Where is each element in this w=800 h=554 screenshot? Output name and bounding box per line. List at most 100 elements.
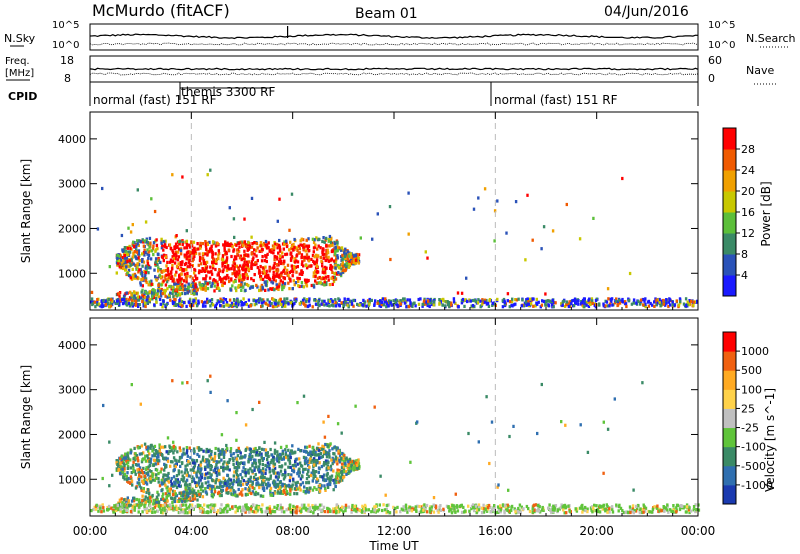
- scatter-cell: [184, 503, 188, 507]
- scatter-cell: [202, 259, 205, 263]
- scatter-cell: [137, 446, 140, 450]
- scatter-cell: [694, 510, 697, 514]
- scatter-cell: [241, 488, 244, 492]
- scatter-cell: [240, 301, 243, 305]
- scatter-cell: [210, 249, 213, 253]
- scatter-cell: [253, 510, 256, 514]
- scatter-cell: [119, 258, 123, 262]
- scatter-cell: [334, 277, 338, 281]
- scatter-cell: [327, 482, 330, 486]
- scatter-cell: [277, 287, 280, 291]
- scatter-cell: [168, 444, 171, 448]
- scatter-cell: [644, 506, 648, 510]
- scatter-cell: [249, 479, 252, 483]
- scatter-cell: [241, 493, 244, 497]
- scatter-cell: [324, 488, 327, 492]
- scatter-cell: [524, 258, 527, 262]
- scatter-cell: [219, 510, 222, 514]
- scatter-cell: [137, 500, 141, 504]
- scatter-cell: [241, 279, 244, 283]
- scatter-cell: [192, 495, 196, 499]
- scatter-cell: [141, 260, 144, 264]
- scatter-cell: [202, 510, 205, 514]
- scatter-cell: [232, 298, 236, 302]
- scatter-cell: [237, 464, 240, 468]
- scatter-cell: [454, 301, 457, 305]
- scatter-cell: [241, 273, 245, 277]
- scatter-cell: [350, 299, 353, 303]
- scatter-cell: [210, 473, 213, 477]
- scatter-cell: [218, 277, 221, 281]
- scatter-cell: [202, 283, 206, 287]
- scatter-cell: [250, 235, 253, 239]
- scatter-cell: [195, 292, 198, 296]
- scatter-cell: [188, 258, 191, 262]
- scatter-cell: [316, 269, 319, 273]
- scatter-cell: [481, 302, 484, 306]
- scatter-cell: [179, 278, 182, 282]
- scatter-cell: [141, 274, 144, 278]
- scatter-cell: [241, 469, 244, 473]
- scatter-cell: [352, 468, 355, 472]
- scatter-cell: [322, 450, 326, 454]
- scatter-cell: [298, 277, 301, 281]
- scatter-cell: [231, 485, 234, 490]
- scatter-cell: [248, 491, 251, 495]
- scatter-cell: [222, 300, 225, 305]
- scatter-cell: [385, 511, 388, 515]
- scatter-cell: [165, 473, 168, 477]
- scatter-cell: [321, 454, 324, 459]
- scatter-cell: [328, 299, 332, 303]
- scatter-cell: [662, 298, 665, 303]
- scatter-cell: [206, 253, 209, 257]
- scatter-cell: [248, 455, 251, 459]
- scatter-cell: [501, 305, 505, 309]
- scatter-cell: [197, 299, 200, 303]
- scatter-cell: [247, 247, 251, 251]
- scatter-cell: [387, 304, 390, 308]
- scatter-cell: [273, 448, 277, 452]
- scatter-cell: [143, 239, 146, 243]
- scatter-cell: [312, 259, 315, 263]
- scatter-cell: [396, 304, 399, 308]
- scatter-cell: [476, 301, 480, 305]
- scatter-cell: [183, 499, 187, 503]
- scatter-cell: [186, 291, 189, 295]
- scatter-cell: [504, 507, 508, 511]
- scatter-cell: [468, 298, 471, 302]
- scatter-cell: [350, 260, 354, 264]
- scatter-cell: [347, 460, 350, 464]
- scatter-cell: [342, 456, 345, 460]
- scatter-cell: [266, 252, 269, 256]
- scatter-cell: [98, 302, 101, 306]
- scatter-cell: [272, 270, 275, 274]
- scatter-cell: [251, 490, 254, 494]
- scatter-cell: [204, 244, 208, 248]
- scatter-cell: [307, 299, 311, 303]
- scatter-cell: [182, 447, 185, 451]
- scatter-cell: [149, 457, 153, 461]
- scatter-cell: [299, 239, 302, 243]
- scatter-cell: [316, 247, 319, 251]
- scatter-cell: [132, 499, 136, 503]
- scatter-cell: [325, 236, 328, 240]
- scatter-cell: [340, 267, 343, 271]
- scatter-cell: [147, 253, 151, 257]
- scatter-cell: [335, 446, 338, 450]
- scatter-cell: [684, 297, 688, 301]
- scatter-cell: [178, 286, 182, 290]
- scatter-cell: [282, 477, 286, 481]
- scatter-cell: [160, 287, 163, 292]
- scatter-cell: [331, 462, 334, 466]
- scatter-cell: [185, 451, 189, 455]
- scatter-cell: [227, 477, 231, 481]
- scatter-cell: [234, 279, 237, 283]
- scatter-cell: [199, 244, 202, 249]
- scatter-cell: [135, 267, 138, 271]
- scatter-cell: [450, 301, 453, 305]
- scatter-cell: [140, 270, 143, 274]
- scatter-cell: [334, 480, 338, 484]
- scatter-cell: [326, 248, 329, 252]
- scatter-cell: [528, 509, 532, 514]
- scatter-cell: [185, 246, 189, 250]
